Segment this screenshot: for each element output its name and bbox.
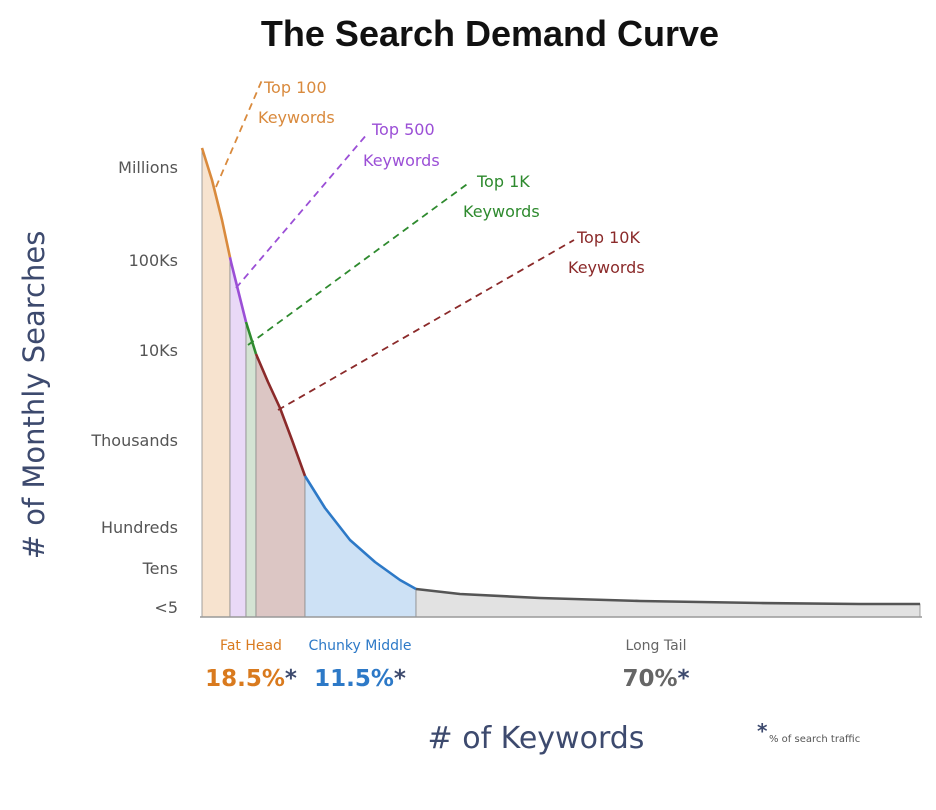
footnote-marker: * — [757, 719, 768, 743]
segment-label-long-tail: Long Tail — [626, 638, 687, 654]
segment-label-fat-head: Fat Head — [220, 638, 282, 654]
region-top-10k — [255, 353, 306, 618]
segment-share-chunky-middle: 11.5%* — [314, 666, 406, 692]
region-top-500-line — [228, 257, 248, 323]
region-top-100 — [201, 147, 231, 618]
y-tick-label: Thousands — [90, 431, 178, 450]
y-tick-label: Hundreds — [101, 518, 178, 537]
annotation-label: Keywords — [463, 202, 540, 221]
region-top-1k — [245, 321, 257, 618]
y-axis-title: # of Monthly Searches — [17, 231, 51, 560]
annotation-leaders — [215, 79, 575, 411]
annotation-label: Top 1K — [476, 172, 530, 191]
leader-top-500 — [235, 132, 369, 289]
region-chunky-middle — [304, 474, 417, 618]
leader-top-1k — [247, 181, 471, 346]
chart-title: The Search Demand Curve — [261, 13, 719, 54]
annotation-label: Top 500 — [371, 120, 435, 139]
segment-label-chunky-middle: Chunky Middle — [309, 638, 412, 654]
y-tick-label: <5 — [154, 598, 178, 617]
leader-top-100 — [215, 79, 263, 188]
footnote-text: % of search traffic — [769, 734, 860, 745]
y-tick-label: 100Ks — [129, 251, 178, 270]
annotation-label: Top 100 — [263, 78, 327, 97]
annotation-label: Keywords — [568, 258, 645, 277]
demand-curve — [200, 147, 920, 606]
y-tick-label: Tens — [142, 559, 178, 578]
annotation-label: Top 10K — [576, 228, 640, 247]
region-top-100-line — [200, 147, 232, 258]
segment-share-long-tail: 70%* — [622, 666, 689, 692]
y-tick-label: Millions — [118, 158, 178, 177]
region-chunky-middle-line — [303, 475, 417, 591]
region-long-tail-line — [415, 587, 920, 606]
annotation-label: Keywords — [258, 108, 335, 127]
leader-top-10k — [277, 239, 575, 411]
curve-regions — [201, 147, 921, 618]
y-tick-label: 10Ks — [139, 341, 178, 360]
segment-share-fat-head: 18.5%* — [205, 666, 297, 692]
x-axis-title: # of Keywords — [428, 721, 645, 756]
region-top-1k-line — [244, 321, 258, 355]
annotation-label: Keywords — [363, 151, 440, 170]
